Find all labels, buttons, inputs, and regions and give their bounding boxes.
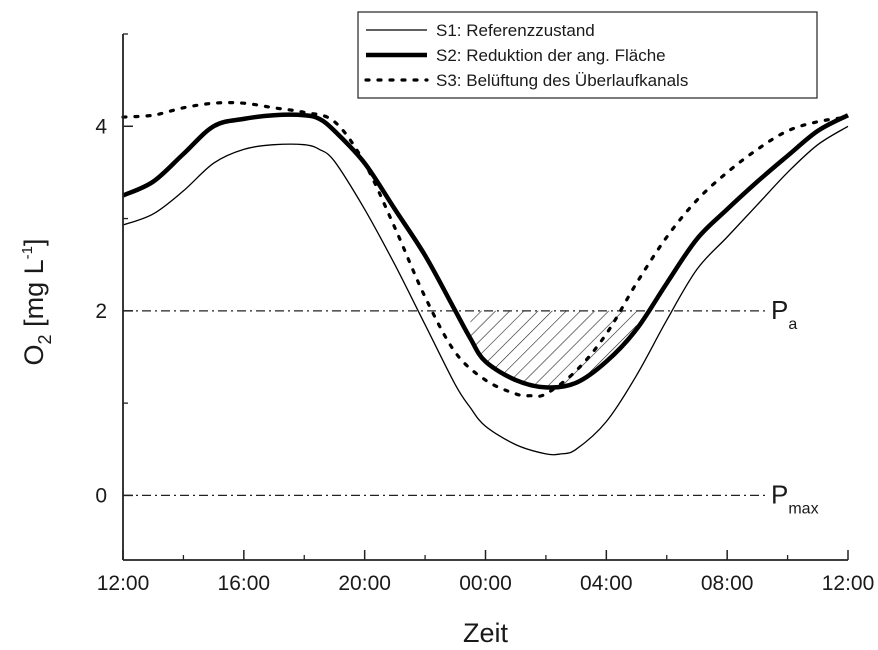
reference-label-0: Pa (771, 295, 797, 333)
y-tick-label: 2 (95, 300, 107, 323)
series-lines (121, 101, 850, 456)
reference-label-bg (768, 290, 848, 331)
series-line-s2 (122, 112, 850, 390)
y-tick-label: 0 (95, 484, 107, 507)
x-tick-label: 12:00 (97, 572, 150, 595)
reference-label-main: P (771, 479, 788, 509)
x-tick-label: 00:00 (459, 572, 512, 595)
y-tick-label: 4 (95, 115, 107, 138)
y-axis-title-sub: 2 (35, 334, 55, 344)
y-axis-title: O2 [mg L-1] (19, 239, 55, 366)
series-line-s1 (122, 125, 849, 456)
reference-label-main: P (771, 295, 788, 325)
y-axis-ticks: 0 2 4 (95, 33, 133, 507)
y-axis-title-base: O (19, 344, 49, 365)
y-axis-title-sup: -1 (19, 246, 36, 259)
x-tick-label: 20:00 (338, 572, 391, 595)
legend: S1: Referenzzustand S2: Reduktion der ang… (357, 11, 818, 99)
x-tick-label: 04:00 (580, 572, 633, 595)
shaded-area (470, 310, 637, 388)
x-axis-ticks: 12:00 16:00 20:00 00:00 04:00 08:00 12:00 (97, 550, 875, 595)
x-tick-label: 12:00 (822, 572, 875, 595)
y-axis-title-unit: [mg L (19, 259, 49, 334)
x-tick-label: 08:00 (701, 572, 754, 595)
legend-box (357, 11, 818, 99)
shaded-area-group (470, 310, 637, 388)
reference-label-1: Pmax (771, 479, 819, 517)
y-axis-title-close: ] (19, 239, 49, 247)
reference-label-sub: a (788, 316, 797, 333)
x-axis-title: Zeit (463, 618, 509, 648)
legend-label-s3: S3: Belüftung des Überlaufkanals (436, 71, 688, 90)
series-line-s3 (121, 101, 850, 398)
x-tick-label: 16:00 (218, 572, 271, 595)
reference-label-bg (768, 475, 848, 516)
legend-label-s2: S2: Reduktion der ang. Fläche (436, 46, 666, 65)
legend-label-s1: S1: Referenzzustand (436, 21, 595, 40)
reference-label-sub: max (788, 500, 818, 517)
